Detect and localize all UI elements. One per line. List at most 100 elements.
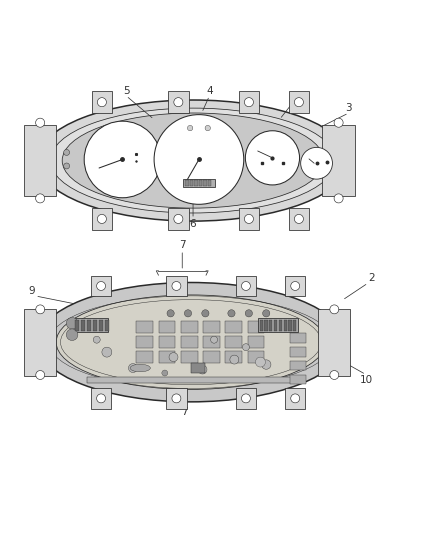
FancyBboxPatch shape <box>181 351 198 362</box>
FancyBboxPatch shape <box>106 320 110 331</box>
Circle shape <box>93 336 100 343</box>
Text: 4: 4 <box>206 86 213 96</box>
FancyBboxPatch shape <box>322 125 355 196</box>
FancyBboxPatch shape <box>136 321 153 333</box>
FancyBboxPatch shape <box>91 388 111 409</box>
Circle shape <box>84 121 161 198</box>
Circle shape <box>128 364 138 373</box>
FancyBboxPatch shape <box>99 320 103 331</box>
Circle shape <box>36 305 45 314</box>
FancyBboxPatch shape <box>159 351 175 362</box>
FancyBboxPatch shape <box>265 320 268 331</box>
Circle shape <box>334 194 343 203</box>
Circle shape <box>244 98 254 107</box>
FancyBboxPatch shape <box>166 388 187 409</box>
Circle shape <box>66 318 78 329</box>
Text: 9: 9 <box>28 286 35 296</box>
Text: 10: 10 <box>360 375 373 385</box>
Ellipse shape <box>37 282 344 402</box>
Circle shape <box>35 194 45 203</box>
Circle shape <box>97 214 106 223</box>
Circle shape <box>97 394 106 403</box>
FancyBboxPatch shape <box>290 361 307 370</box>
Ellipse shape <box>62 113 324 208</box>
Circle shape <box>167 310 174 317</box>
Circle shape <box>172 281 181 290</box>
FancyBboxPatch shape <box>72 318 108 332</box>
FancyBboxPatch shape <box>289 208 309 230</box>
Circle shape <box>255 357 265 367</box>
Circle shape <box>291 281 300 290</box>
FancyBboxPatch shape <box>225 321 242 333</box>
FancyBboxPatch shape <box>208 181 211 187</box>
Circle shape <box>245 310 252 317</box>
FancyBboxPatch shape <box>75 320 79 331</box>
FancyBboxPatch shape <box>92 208 112 230</box>
Circle shape <box>36 370 45 379</box>
FancyBboxPatch shape <box>168 91 189 113</box>
Ellipse shape <box>50 108 336 213</box>
Circle shape <box>64 163 70 169</box>
Circle shape <box>64 149 70 156</box>
FancyBboxPatch shape <box>87 377 295 383</box>
FancyBboxPatch shape <box>285 276 305 296</box>
FancyBboxPatch shape <box>225 336 242 348</box>
Circle shape <box>184 310 191 317</box>
FancyBboxPatch shape <box>166 276 187 296</box>
FancyBboxPatch shape <box>285 388 305 409</box>
Circle shape <box>243 344 249 351</box>
Circle shape <box>154 115 244 204</box>
Circle shape <box>291 394 300 403</box>
FancyBboxPatch shape <box>247 336 265 348</box>
FancyBboxPatch shape <box>269 320 272 331</box>
Circle shape <box>244 214 254 223</box>
FancyBboxPatch shape <box>194 181 198 187</box>
Text: 6: 6 <box>190 219 196 229</box>
Ellipse shape <box>37 100 349 221</box>
Text: 1: 1 <box>281 381 287 391</box>
Circle shape <box>102 347 112 357</box>
Circle shape <box>334 118 343 127</box>
FancyBboxPatch shape <box>136 336 153 348</box>
FancyBboxPatch shape <box>81 320 85 331</box>
Circle shape <box>187 125 193 131</box>
FancyBboxPatch shape <box>91 276 111 296</box>
FancyBboxPatch shape <box>239 208 259 230</box>
FancyBboxPatch shape <box>247 321 265 333</box>
Circle shape <box>202 310 209 317</box>
Circle shape <box>300 148 332 179</box>
Circle shape <box>174 214 183 223</box>
FancyBboxPatch shape <box>290 347 307 357</box>
Circle shape <box>35 118 45 127</box>
Text: 7: 7 <box>181 407 188 417</box>
FancyBboxPatch shape <box>136 351 153 362</box>
Text: 7: 7 <box>179 240 186 250</box>
Circle shape <box>330 305 339 314</box>
FancyBboxPatch shape <box>236 276 256 296</box>
FancyBboxPatch shape <box>190 181 193 187</box>
Text: 8: 8 <box>289 93 296 103</box>
Circle shape <box>174 98 183 107</box>
FancyBboxPatch shape <box>183 180 215 187</box>
Circle shape <box>245 131 300 185</box>
Circle shape <box>241 281 251 290</box>
FancyBboxPatch shape <box>185 181 189 187</box>
Circle shape <box>263 310 270 317</box>
FancyBboxPatch shape <box>24 125 57 196</box>
FancyBboxPatch shape <box>24 309 56 376</box>
Circle shape <box>228 310 235 317</box>
FancyBboxPatch shape <box>290 375 307 384</box>
FancyBboxPatch shape <box>191 363 205 373</box>
FancyBboxPatch shape <box>92 91 112 113</box>
Ellipse shape <box>130 365 150 372</box>
FancyBboxPatch shape <box>204 181 207 187</box>
FancyBboxPatch shape <box>260 320 263 331</box>
Circle shape <box>205 125 210 131</box>
Text: 5: 5 <box>123 86 129 96</box>
FancyBboxPatch shape <box>247 351 265 362</box>
FancyBboxPatch shape <box>293 320 297 331</box>
FancyBboxPatch shape <box>93 320 97 331</box>
FancyBboxPatch shape <box>199 181 202 187</box>
FancyBboxPatch shape <box>236 388 256 409</box>
Circle shape <box>211 336 218 343</box>
